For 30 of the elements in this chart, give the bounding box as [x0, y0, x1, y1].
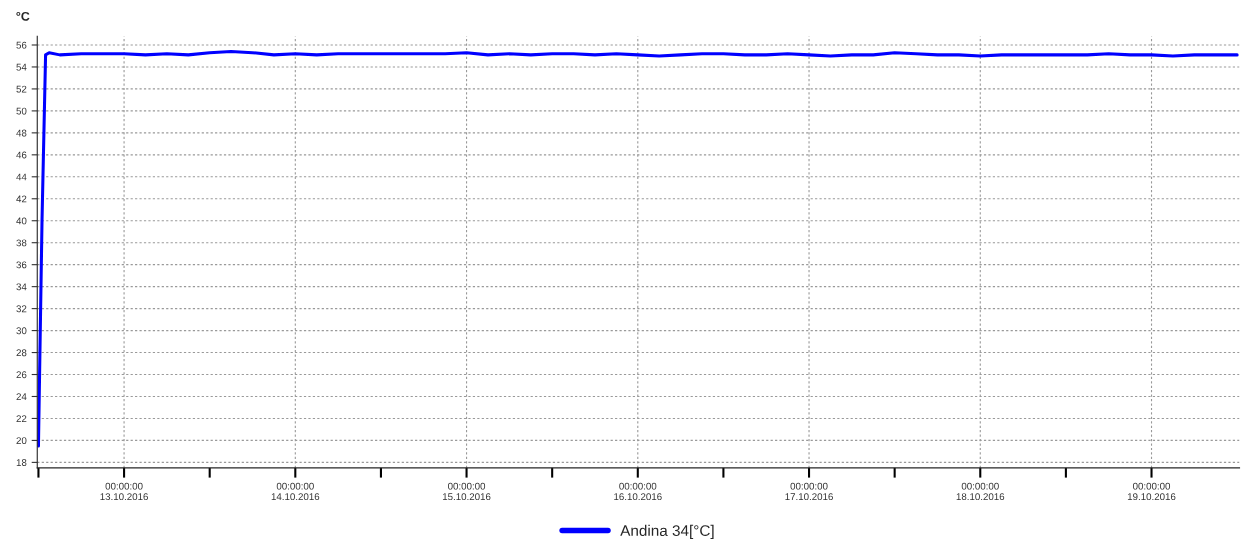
y-tick-label: 38 [16, 239, 27, 247]
y-tick-label: 40 [16, 217, 27, 225]
y-tick-label: 48 [16, 129, 27, 137]
x-tick-label: 00:00:00 18.10.2016 [956, 482, 1005, 501]
y-tick-label: 22 [16, 415, 27, 422]
legend-label: Andina 34[°C] [620, 524, 714, 540]
x-tick-label: 00:00:00 16.10.2016 [614, 482, 662, 501]
y-tick-label: 44 [16, 173, 27, 181]
y-tick-label: 50 [16, 107, 27, 115]
y-tick-label: 34 [16, 283, 27, 291]
y-tick-label: 30 [16, 327, 27, 335]
x-tick-label: 00:00:00 14.10.2016 [271, 482, 320, 501]
x-tick-label: 00:00:00 13.10.2016 [100, 482, 148, 501]
y-tick-label: 26 [16, 371, 27, 379]
y-tick-label: 24 [16, 393, 27, 401]
y-axis-title: °C [16, 11, 30, 21]
y-tick-label: 56 [16, 41, 27, 49]
y-tick-label: 20 [16, 437, 27, 445]
y-tick-label: 32 [16, 305, 27, 313]
y-tick-label: 54 [16, 63, 27, 71]
y-tick-label: 36 [16, 261, 27, 269]
line-series [37, 50, 1239, 448]
y-tick-label: 28 [16, 349, 27, 357]
x-tick-label: 00:00:00 19.10.2016 [1127, 482, 1176, 501]
x-tick-label: 00:00:00 15.10.2016 [442, 482, 491, 501]
x-tick-label: 00:00:00 17.10.2016 [785, 482, 833, 501]
y-tick-label: 52 [16, 85, 27, 93]
y-tick-label: 42 [16, 195, 27, 203]
y-tick-label: 46 [16, 151, 27, 159]
y-tick-label: 18 [16, 459, 27, 467]
